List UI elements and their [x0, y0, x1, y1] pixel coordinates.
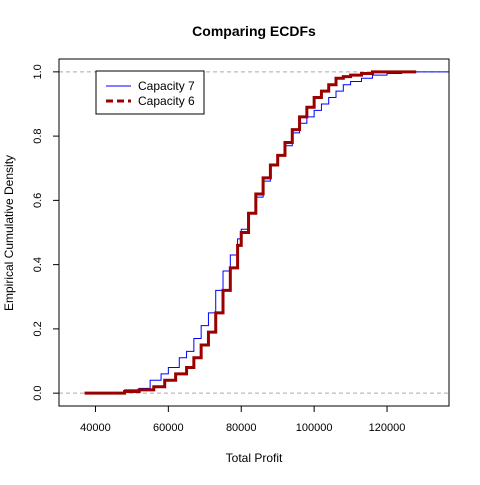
x-tick-label: 80000	[226, 422, 257, 434]
x-axis-label: Total Profit	[226, 451, 283, 465]
legend-label-capacity-7: Capacity 7	[138, 79, 195, 93]
y-tick-label: 0.6	[32, 193, 44, 208]
y-tick-label: 0.0	[32, 385, 44, 400]
reference-lines	[59, 72, 449, 393]
x-tick-label: 120000	[369, 422, 406, 434]
x-tick-label: 100000	[296, 422, 333, 434]
series-line-capacity-7	[85, 72, 449, 393]
y-axis: 0.0 0.2 0.4 0.6 0.8 1.0	[32, 64, 59, 401]
series-line-capacity-6	[85, 72, 417, 393]
series-layer	[85, 72, 449, 393]
y-tick-label: 0.2	[32, 321, 44, 336]
x-tick-label: 60000	[153, 422, 184, 434]
y-tick-label: 0.8	[32, 128, 44, 143]
x-tick-label: 40000	[80, 422, 111, 434]
legend-label-capacity-6: Capacity 6	[138, 94, 195, 108]
y-tick-label: 0.4	[32, 257, 44, 272]
legend: Capacity 7 Capacity 6	[96, 71, 204, 114]
chart-title: Comparing ECDFs	[192, 23, 316, 39]
x-axis: 40000 60000 80000 100000 120000	[80, 406, 405, 434]
y-axis-label: Empirical Cumulative Density	[2, 155, 16, 311]
y-tick-label: 1.0	[32, 64, 44, 79]
